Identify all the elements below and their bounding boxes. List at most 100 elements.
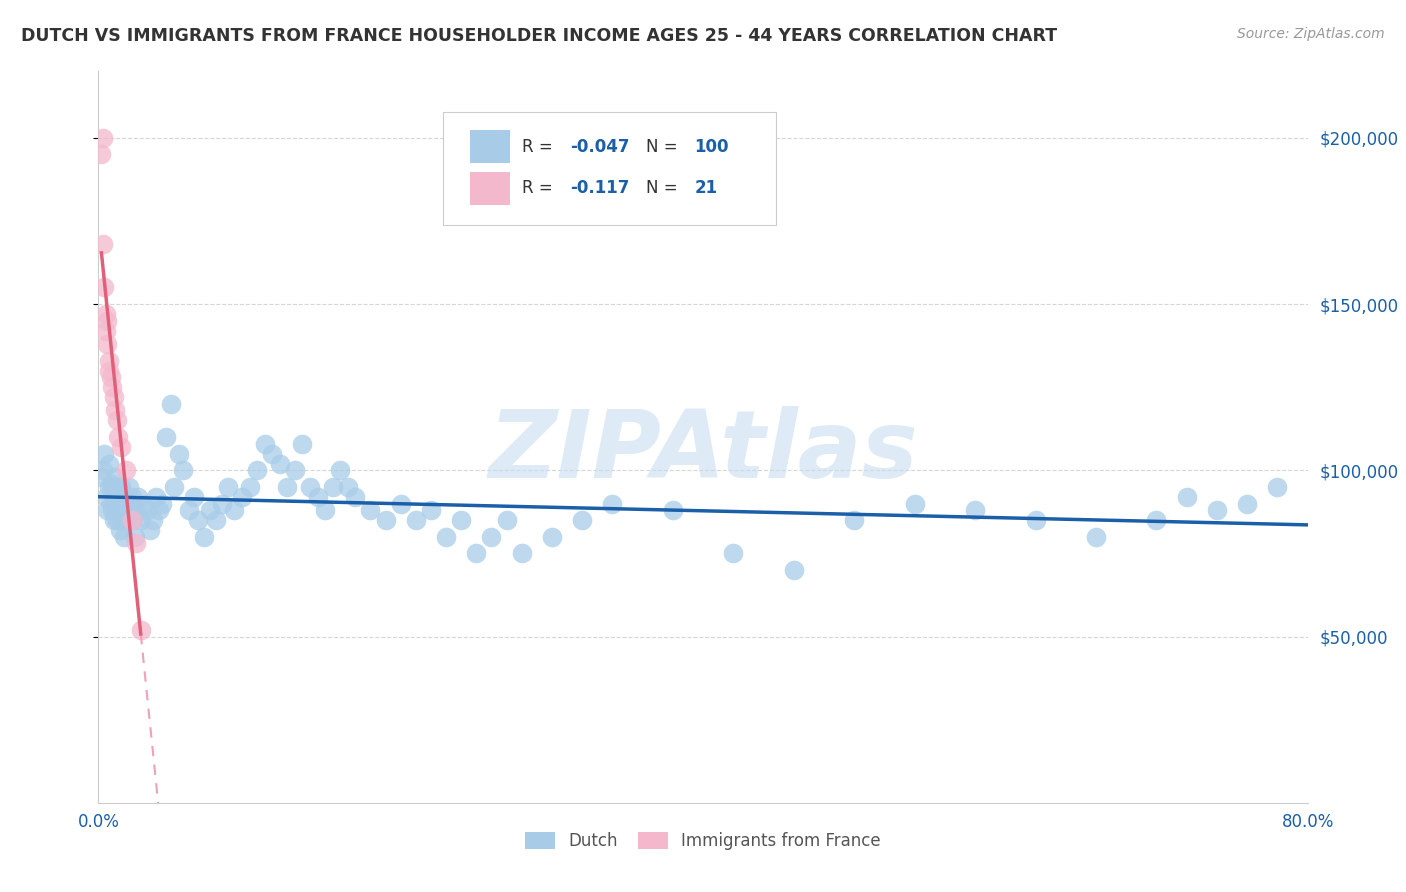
Point xyxy=(104,497,127,511)
Point xyxy=(93,447,115,461)
Point xyxy=(187,513,209,527)
Point xyxy=(96,314,118,328)
Point xyxy=(299,480,322,494)
Point xyxy=(103,390,125,404)
Point xyxy=(103,513,125,527)
Point xyxy=(239,480,262,494)
Point xyxy=(904,497,927,511)
Point xyxy=(94,324,117,338)
Point xyxy=(90,147,112,161)
Point xyxy=(344,490,367,504)
Point xyxy=(571,513,593,527)
Point xyxy=(108,497,131,511)
Point xyxy=(105,490,128,504)
Point xyxy=(783,563,806,577)
Text: -0.047: -0.047 xyxy=(569,137,630,156)
Point xyxy=(322,480,344,494)
Text: 100: 100 xyxy=(695,137,730,156)
Point xyxy=(1206,503,1229,517)
Point xyxy=(98,480,121,494)
Point xyxy=(104,470,127,484)
Point xyxy=(114,463,136,477)
Point xyxy=(1175,490,1198,504)
Point xyxy=(127,490,149,504)
Point xyxy=(101,480,124,494)
Point xyxy=(91,463,114,477)
Point xyxy=(110,440,132,454)
Point xyxy=(160,397,183,411)
Point xyxy=(314,503,336,517)
Point xyxy=(100,476,122,491)
Point xyxy=(115,497,138,511)
Point xyxy=(124,530,146,544)
Point xyxy=(723,546,745,560)
Point xyxy=(108,523,131,537)
Point xyxy=(495,513,517,527)
Point xyxy=(98,363,121,377)
Point xyxy=(276,480,298,494)
Point xyxy=(336,480,359,494)
Point xyxy=(1085,530,1108,544)
Point xyxy=(105,513,128,527)
Point xyxy=(132,497,155,511)
Point xyxy=(121,490,143,504)
Point xyxy=(217,480,239,494)
Point xyxy=(139,523,162,537)
Text: DUTCH VS IMMIGRANTS FROM FRANCE HOUSEHOLDER INCOME AGES 25 - 44 YEARS CORRELATIO: DUTCH VS IMMIGRANTS FROM FRANCE HOUSEHOL… xyxy=(21,27,1057,45)
Point xyxy=(1024,513,1046,527)
Point xyxy=(107,430,129,444)
Point xyxy=(98,457,121,471)
Point xyxy=(101,380,124,394)
Point xyxy=(148,503,170,517)
Point xyxy=(465,546,488,560)
FancyBboxPatch shape xyxy=(470,172,509,205)
Point xyxy=(1236,497,1258,511)
Point xyxy=(420,503,443,517)
Text: Source: ZipAtlas.com: Source: ZipAtlas.com xyxy=(1237,27,1385,41)
Point xyxy=(94,307,117,321)
Point xyxy=(434,530,457,544)
FancyBboxPatch shape xyxy=(470,130,509,163)
Point xyxy=(121,513,143,527)
Text: -0.117: -0.117 xyxy=(569,179,630,197)
Point xyxy=(120,503,142,517)
Point xyxy=(262,447,284,461)
Text: R =: R = xyxy=(522,137,558,156)
Point xyxy=(91,237,114,252)
Point xyxy=(540,530,562,544)
Text: N =: N = xyxy=(647,137,683,156)
Legend: Dutch, Immigrants from France: Dutch, Immigrants from France xyxy=(519,825,887,856)
Point xyxy=(94,490,117,504)
Point xyxy=(1144,513,1167,527)
Point xyxy=(107,480,129,494)
Point xyxy=(1267,480,1289,494)
Point xyxy=(107,503,129,517)
Point xyxy=(450,513,472,527)
Point xyxy=(101,503,124,517)
Point xyxy=(510,546,533,560)
Point xyxy=(100,497,122,511)
Point xyxy=(111,503,134,517)
Point xyxy=(172,463,194,477)
Point xyxy=(269,457,291,471)
FancyBboxPatch shape xyxy=(443,112,776,225)
Point xyxy=(104,403,127,417)
Text: 21: 21 xyxy=(695,179,717,197)
Point xyxy=(90,470,112,484)
Point xyxy=(844,513,866,527)
Point xyxy=(122,513,145,527)
Point xyxy=(163,480,186,494)
Text: R =: R = xyxy=(522,179,562,197)
Point xyxy=(307,490,329,504)
Point xyxy=(98,353,121,368)
Point xyxy=(329,463,352,477)
Point xyxy=(374,513,396,527)
Point xyxy=(246,463,269,477)
Point xyxy=(111,490,134,504)
Text: ZIPAtlas: ZIPAtlas xyxy=(488,406,918,498)
Point xyxy=(253,436,276,450)
Point xyxy=(183,490,205,504)
Point xyxy=(103,490,125,504)
Point xyxy=(135,503,157,517)
Point xyxy=(481,530,503,544)
